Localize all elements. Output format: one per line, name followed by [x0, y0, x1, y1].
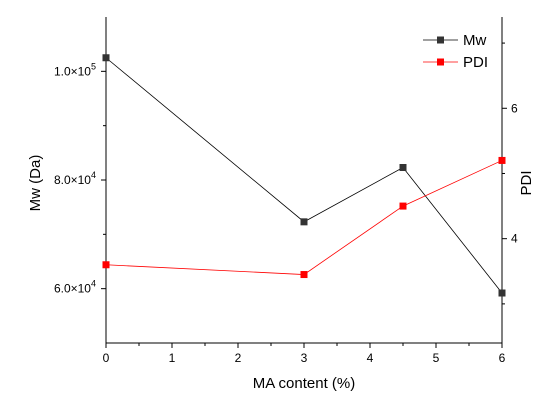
- data-point-mw: [102, 54, 110, 62]
- legend-label-pdi: PDI: [463, 54, 488, 71]
- data-point-pdi: [300, 271, 308, 279]
- data-point-mw: [399, 164, 407, 172]
- y-right-tick-label: 4: [511, 232, 518, 246]
- legend-label-mw: Mw: [463, 32, 486, 49]
- x-tick-label: 3: [301, 351, 308, 365]
- x-tick-label: 5: [433, 351, 440, 365]
- data-point-pdi: [498, 156, 506, 164]
- y-left-tick-label: 8.0×104: [54, 170, 96, 187]
- x-tick-label: 0: [103, 351, 110, 365]
- x-tick-label: 6: [499, 351, 506, 365]
- y-left-axis-label: Mw (Da): [27, 155, 44, 212]
- series-line-mw: [105, 57, 503, 294]
- x-tick-label: 2: [235, 351, 242, 365]
- x-axis-label: MA content (%): [253, 375, 356, 392]
- axes: [105, 17, 503, 344]
- series-line-pdi: [105, 160, 503, 275]
- data-point-pdi: [399, 202, 407, 210]
- series: [102, 54, 506, 297]
- y-right-tick-label: 6: [511, 101, 518, 115]
- legend-marker-pdi: [437, 58, 444, 66]
- x-tick-label: 1: [169, 351, 176, 365]
- y-left-tick-label: 6.0×104: [54, 279, 96, 296]
- y-right-axis-label: PDI: [518, 170, 535, 195]
- ticks: 0 1 2 3 4 5 6 6.0×104 8.0×104 1.0×105 4 6: [54, 42, 518, 365]
- legend: Mw PDI: [423, 32, 488, 71]
- legend-marker-mw: [437, 36, 444, 44]
- data-point-mw: [498, 289, 506, 297]
- data-point-mw: [300, 218, 308, 226]
- x-tick-label: 4: [367, 351, 374, 365]
- y-left-tick-label: 1.0×105: [54, 61, 96, 78]
- data-point-pdi: [102, 261, 110, 269]
